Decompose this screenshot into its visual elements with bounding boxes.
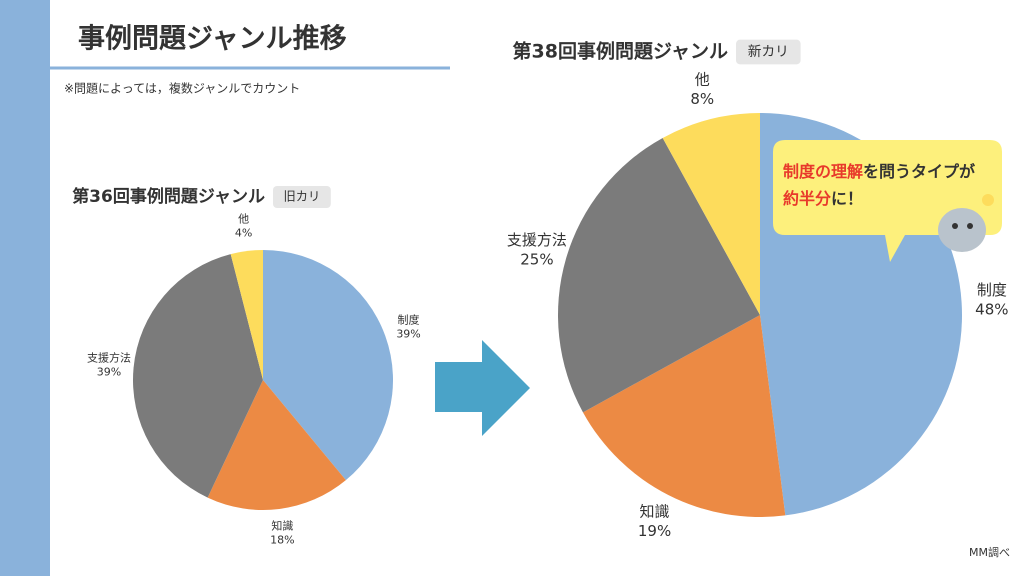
slide-title: 事例問題ジャンル推移	[78, 24, 347, 55]
pie-slice	[230, 250, 263, 380]
source: MM調べ	[969, 545, 1010, 559]
slice-value-label: 39%	[97, 366, 121, 379]
callout-text: 約半分に！	[783, 189, 863, 208]
slice-value-label: 48%	[975, 301, 1008, 319]
slice-label: 制度	[977, 281, 1007, 299]
slice-label: 他	[695, 71, 710, 89]
badge-bg	[736, 39, 801, 65]
pie-slice	[557, 137, 760, 413]
slice-label: 知識	[271, 518, 293, 532]
sidebar	[0, 0, 50, 576]
pie-slice	[133, 254, 263, 498]
pie-slice	[582, 315, 786, 517]
slice-value-label: 19%	[638, 522, 671, 540]
callout-segment: に！	[831, 189, 863, 208]
chart-title: 第38回事例問題ジャンル	[513, 40, 729, 63]
slice-value-label: 39%	[396, 328, 420, 341]
callout-segment: 約半分	[783, 189, 831, 208]
callout-segment: を問うタイプが	[863, 162, 975, 181]
note: ※問題によっては，複数ジャンルでカウント	[64, 81, 300, 96]
callout-text: 制度の理解を問うタイプが	[783, 162, 975, 181]
callout-segment: 制度の理解	[783, 162, 863, 181]
arrow	[435, 340, 530, 436]
slice-label: 支援方法	[507, 231, 567, 249]
slice-value-label: 4%	[235, 227, 252, 240]
slice-value-label: 18%	[270, 534, 294, 547]
badge: 旧カリ	[284, 190, 321, 204]
chart-title: 第36回事例問題ジャンル	[72, 186, 265, 207]
slice-value-label: 25%	[520, 250, 553, 268]
slice-label: 制度	[398, 312, 420, 326]
mascot	[938, 194, 994, 252]
pie-slice	[662, 113, 760, 315]
pie-slice	[263, 250, 393, 481]
slice-value-label: 8%	[690, 90, 714, 108]
badge: 新カリ	[748, 44, 789, 60]
pie-slice	[207, 380, 346, 510]
slice-label: 支援方法	[87, 350, 131, 364]
slice-label: 他	[238, 212, 249, 225]
slice-label: 知識	[640, 503, 670, 521]
badge-bg	[273, 185, 331, 209]
